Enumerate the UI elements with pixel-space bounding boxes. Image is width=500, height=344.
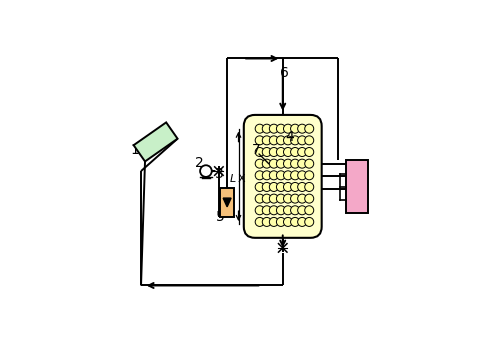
Circle shape <box>276 148 285 157</box>
Circle shape <box>290 206 300 215</box>
Circle shape <box>262 217 272 226</box>
Circle shape <box>276 124 285 133</box>
Text: 7: 7 <box>252 143 260 157</box>
Circle shape <box>276 206 285 215</box>
Circle shape <box>255 159 264 168</box>
Circle shape <box>298 171 306 180</box>
Circle shape <box>298 148 306 157</box>
Circle shape <box>284 206 292 215</box>
Circle shape <box>276 171 285 180</box>
Circle shape <box>290 171 300 180</box>
Circle shape <box>255 217 264 226</box>
Circle shape <box>284 124 292 133</box>
Circle shape <box>262 136 272 145</box>
Circle shape <box>276 194 285 203</box>
Circle shape <box>270 206 278 215</box>
Circle shape <box>255 194 264 203</box>
Circle shape <box>284 182 292 192</box>
Circle shape <box>304 182 314 192</box>
Circle shape <box>255 136 264 145</box>
Circle shape <box>255 182 264 192</box>
Circle shape <box>298 159 306 168</box>
Circle shape <box>255 124 264 133</box>
Circle shape <box>262 171 272 180</box>
Circle shape <box>290 148 300 157</box>
Text: L: L <box>230 174 236 184</box>
Circle shape <box>255 171 264 180</box>
Text: 4: 4 <box>285 130 294 144</box>
Circle shape <box>270 217 278 226</box>
Circle shape <box>262 124 272 133</box>
Circle shape <box>290 159 300 168</box>
Circle shape <box>276 159 285 168</box>
Circle shape <box>304 136 314 145</box>
Text: 5: 5 <box>216 209 225 224</box>
Text: 8: 8 <box>352 180 362 194</box>
Circle shape <box>262 194 272 203</box>
Circle shape <box>290 217 300 226</box>
Circle shape <box>298 182 306 192</box>
Circle shape <box>255 148 264 157</box>
Circle shape <box>304 194 314 203</box>
Circle shape <box>270 124 278 133</box>
Bar <box>346 160 368 213</box>
Circle shape <box>262 148 272 157</box>
Circle shape <box>255 206 264 215</box>
Circle shape <box>304 148 314 157</box>
Circle shape <box>290 124 300 133</box>
Circle shape <box>304 206 314 215</box>
Circle shape <box>304 159 314 168</box>
Circle shape <box>270 182 278 192</box>
Circle shape <box>304 171 314 180</box>
Circle shape <box>284 171 292 180</box>
Circle shape <box>290 136 300 145</box>
Circle shape <box>270 194 278 203</box>
Circle shape <box>284 194 292 203</box>
Circle shape <box>304 217 314 226</box>
Circle shape <box>290 194 300 203</box>
Circle shape <box>270 148 278 157</box>
Text: 3: 3 <box>215 167 224 181</box>
Polygon shape <box>223 198 231 207</box>
Circle shape <box>284 159 292 168</box>
Circle shape <box>270 136 278 145</box>
Circle shape <box>290 182 300 192</box>
Polygon shape <box>134 122 178 161</box>
Circle shape <box>298 194 306 203</box>
Text: 1: 1 <box>130 143 139 157</box>
Circle shape <box>262 206 272 215</box>
Bar <box>220 188 234 217</box>
Text: X: X <box>238 174 246 184</box>
Text: 6: 6 <box>280 66 289 80</box>
Circle shape <box>200 165 212 177</box>
Circle shape <box>270 171 278 180</box>
Circle shape <box>284 148 292 157</box>
Circle shape <box>284 136 292 145</box>
Circle shape <box>298 217 306 226</box>
Text: 2: 2 <box>195 156 203 170</box>
Circle shape <box>262 159 272 168</box>
FancyBboxPatch shape <box>244 115 322 238</box>
Circle shape <box>276 136 285 145</box>
Circle shape <box>284 217 292 226</box>
Circle shape <box>262 182 272 192</box>
Circle shape <box>270 159 278 168</box>
Circle shape <box>298 124 306 133</box>
Circle shape <box>298 206 306 215</box>
Circle shape <box>276 182 285 192</box>
Circle shape <box>276 217 285 226</box>
Circle shape <box>304 124 314 133</box>
Circle shape <box>298 136 306 145</box>
